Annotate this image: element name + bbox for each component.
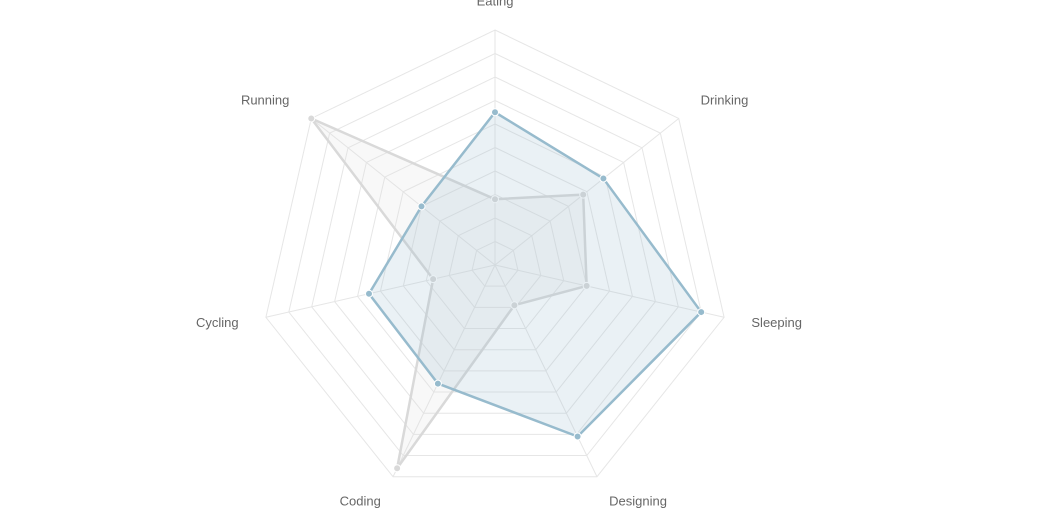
series-2-point-drinking[interactable] [599,174,608,183]
series-1-area [310,117,588,470]
grid-ring-5 [379,146,611,372]
series-2 [364,108,706,441]
axis-label-running: Running [241,92,289,107]
series-1 [307,114,591,473]
series-1-point-coding[interactable] [393,464,402,473]
grid-ring-8 [311,76,679,435]
series-2-point-eating[interactable] [491,108,499,117]
axis-label-eating: Eating [477,0,514,8]
axis-label-designing: Designing [609,493,667,508]
series-2-area [367,111,703,438]
spoke-cycling [265,264,496,318]
series-2-point-coding[interactable] [433,379,442,388]
label-layer: Eating Drinking Sleeping Designing Coding Cyc… [196,0,802,508]
grid-layer [265,29,725,478]
spoke-designing [494,264,598,477]
series-1-point-running[interactable] [307,114,316,123]
series-1-point-eating[interactable] [491,195,499,204]
axis-label-coding: Coding [340,493,381,508]
series-1-point-designing[interactable] [510,301,519,310]
axis-label-sleeping: Sleeping [751,315,802,330]
series-1-point-sleeping[interactable] [582,281,591,290]
series-2-point-sleeping[interactable] [697,308,706,317]
axis-label-drinking: Drinking [701,92,749,107]
series-2-point-cycling[interactable] [364,289,373,298]
spoke-running [310,118,496,266]
series-1-point-cycling[interactable] [429,275,438,284]
grid-ring-1 [471,240,519,287]
spoke-sleeping [494,264,725,318]
spoke-coding [392,264,496,477]
grid-ring-3 [425,193,565,330]
series-2-point-running[interactable] [417,202,426,211]
series-1-point-drinking[interactable] [579,190,588,199]
series-layer [307,108,706,473]
grid-ring-9 [288,52,702,457]
grid-ring-10 [265,29,725,478]
series-2-point-designing[interactable] [573,432,582,441]
spoke-drinking [494,118,680,266]
grid-ring-2 [448,217,542,308]
grid-ring-4 [402,170,588,351]
grid-ring-6 [356,123,634,393]
axis-label-cycling: Cycling [196,315,239,330]
